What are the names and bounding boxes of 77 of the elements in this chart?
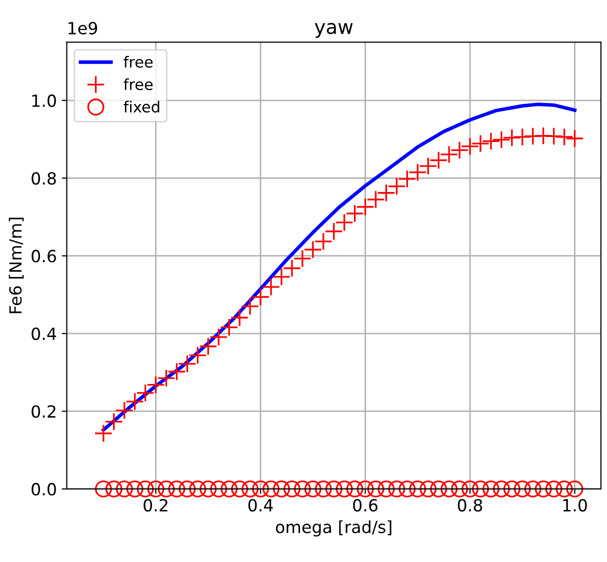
point xyxy=(262,480,280,498)
point xyxy=(94,424,113,443)
point xyxy=(136,480,154,498)
chart-title: yaw xyxy=(314,22,353,38)
point xyxy=(566,480,584,498)
point xyxy=(220,480,238,498)
point xyxy=(231,480,248,498)
point xyxy=(440,480,458,498)
point xyxy=(503,480,520,498)
point xyxy=(502,128,522,147)
point xyxy=(545,480,562,498)
x-axis-title: omega [rad/s] xyxy=(276,520,392,536)
point xyxy=(471,134,490,153)
y-tick-label: 0.2 xyxy=(32,405,56,418)
point xyxy=(450,140,469,160)
point xyxy=(492,480,510,498)
point xyxy=(556,480,573,498)
point xyxy=(430,480,448,498)
x-tick-label: 0.2 xyxy=(144,498,168,512)
point xyxy=(451,480,468,498)
point xyxy=(524,127,542,146)
point xyxy=(168,480,186,498)
x-tick-label: 0.6 xyxy=(353,498,378,512)
point xyxy=(524,480,542,498)
point xyxy=(147,480,164,498)
point xyxy=(314,480,332,498)
y-tick-label: 0.4 xyxy=(32,327,56,340)
point xyxy=(126,480,144,498)
point xyxy=(482,132,500,150)
y-tick-label: 0.6 xyxy=(32,250,56,262)
point xyxy=(158,480,175,498)
point xyxy=(534,126,552,145)
point xyxy=(409,480,426,498)
point xyxy=(378,480,395,498)
point xyxy=(555,128,574,146)
y-tick-label: 0.0 xyxy=(32,482,56,496)
point xyxy=(178,480,196,498)
point xyxy=(544,127,563,146)
point xyxy=(283,480,300,498)
point xyxy=(420,480,437,498)
point xyxy=(116,480,133,498)
point xyxy=(252,480,270,498)
x-tick-label: 0.8 xyxy=(458,498,482,512)
point xyxy=(534,480,552,498)
x-tick-label: 1.0 xyxy=(563,498,587,512)
point xyxy=(566,129,584,148)
point xyxy=(294,480,311,498)
y-tick-label: 1.0 xyxy=(32,94,56,107)
point xyxy=(460,137,480,156)
point xyxy=(336,480,353,498)
legend-label: free xyxy=(124,78,153,90)
point xyxy=(200,480,217,498)
point xyxy=(273,480,290,498)
point xyxy=(482,480,500,498)
point xyxy=(388,480,406,498)
point xyxy=(356,480,374,498)
point xyxy=(492,130,511,149)
point xyxy=(325,480,342,498)
point xyxy=(242,480,259,498)
point xyxy=(472,480,489,498)
point xyxy=(346,480,364,498)
point xyxy=(210,480,228,498)
point xyxy=(462,480,478,498)
legend-label: free xyxy=(124,56,153,68)
point xyxy=(514,480,531,498)
y-axis-title: Fe6 [Nm/m] xyxy=(8,218,24,314)
point xyxy=(304,480,322,498)
point xyxy=(513,128,532,146)
point xyxy=(367,480,384,498)
point xyxy=(398,480,416,498)
legend-label: fixed xyxy=(124,100,160,113)
text: 1e9 xyxy=(68,22,98,34)
point xyxy=(105,480,122,498)
y-tick-label: 0.8 xyxy=(32,172,56,185)
x-tick-label: 0.4 xyxy=(248,498,273,512)
point xyxy=(189,480,206,498)
point xyxy=(94,480,112,498)
